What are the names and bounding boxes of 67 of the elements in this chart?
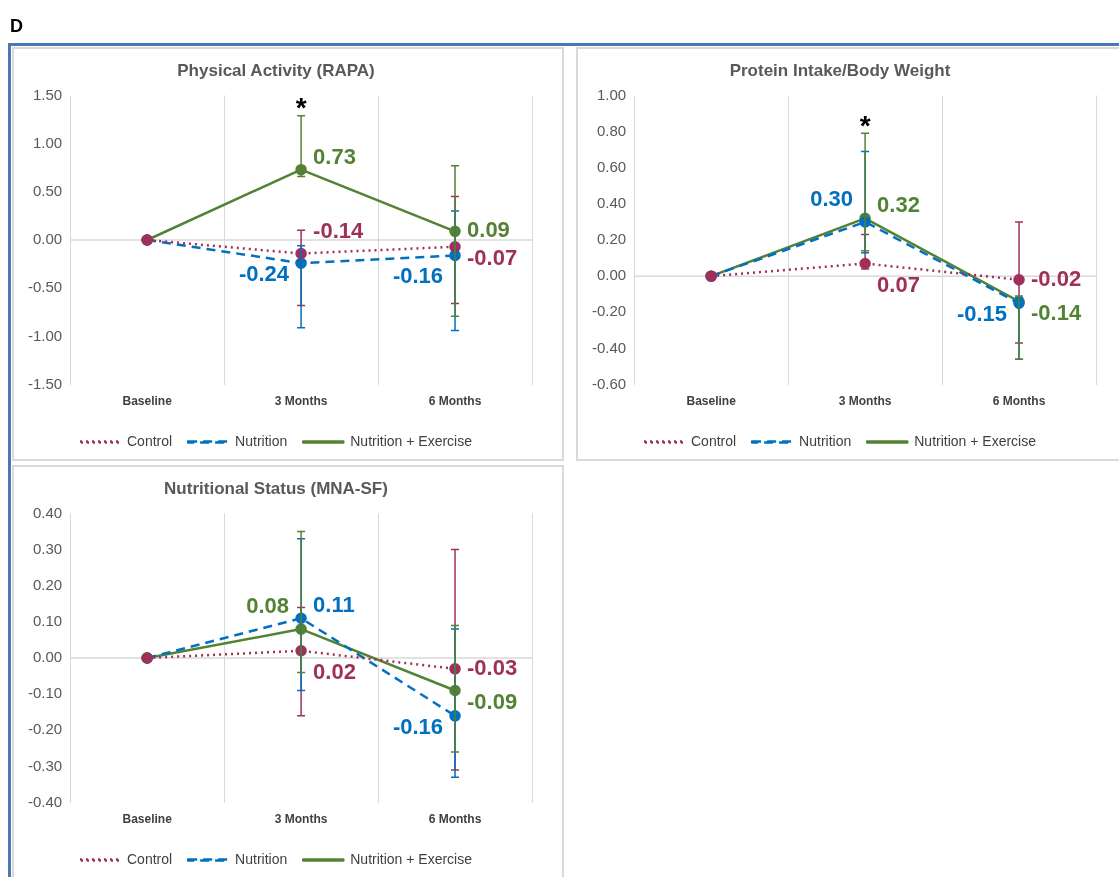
data-label: -0.09 bbox=[467, 688, 518, 714]
y-tick-label: -0.20 bbox=[27, 720, 63, 738]
y-tick-label: -0.10 bbox=[27, 684, 63, 702]
y-tick-label: -0.30 bbox=[27, 756, 63, 774]
data-label: -0.14 bbox=[1031, 299, 1082, 325]
x-tick-label: 3 Months bbox=[274, 812, 328, 827]
data-label: -0.02 bbox=[1031, 265, 1082, 291]
data-label: -0.24 bbox=[238, 261, 290, 287]
chart-title: Protein Intake/Body Weight bbox=[729, 60, 951, 80]
annotation: * bbox=[859, 110, 871, 142]
y-tick-label: -0.40 bbox=[27, 792, 63, 810]
y-tick-label: 0.30 bbox=[32, 539, 63, 557]
legend-label: Nutrition bbox=[799, 432, 852, 449]
x-tick-label: Baseline bbox=[122, 394, 173, 409]
data-label: 0.30 bbox=[810, 185, 854, 211]
text: D bbox=[10, 16, 23, 37]
legend-label: Nutrition bbox=[235, 850, 288, 867]
y-tick-label: 0.60 bbox=[596, 157, 627, 175]
annotation: * bbox=[295, 92, 307, 124]
y-tick-label: 0.20 bbox=[32, 575, 63, 593]
data-label: 0.08 bbox=[246, 593, 290, 619]
y-tick-label: 1.00 bbox=[596, 85, 627, 103]
legend-label: Nutrition bbox=[235, 432, 288, 449]
data-label: 0.07 bbox=[877, 271, 920, 297]
data-label: -0.16 bbox=[392, 713, 444, 739]
x-tick-label: 3 Months bbox=[274, 394, 328, 409]
y-tick-label: 0.40 bbox=[596, 193, 627, 211]
y-tick-label: 1.00 bbox=[32, 133, 63, 151]
y-tick-label: -1.00 bbox=[27, 326, 63, 344]
data-label: 0.11 bbox=[313, 592, 355, 618]
data-label: 0.73 bbox=[313, 143, 356, 169]
data-label: -0.03 bbox=[467, 654, 518, 680]
y-tick-label: 0.00 bbox=[32, 230, 63, 248]
x-tick-label: 3 Months bbox=[838, 394, 892, 409]
y-tick-label: 0.50 bbox=[32, 181, 63, 199]
y-tick-label: -0.40 bbox=[591, 338, 627, 356]
x-tick-label: 6 Months bbox=[428, 812, 482, 827]
y-tick-label: -0.60 bbox=[591, 374, 627, 392]
chart-title: Physical Activity (RAPA) bbox=[177, 60, 375, 80]
legend-label: Nutrition + Exercise bbox=[350, 432, 473, 449]
x-tick-label: Baseline bbox=[122, 812, 173, 827]
y-tick-label: 0.10 bbox=[32, 611, 63, 629]
y-tick-label: 0.20 bbox=[596, 230, 627, 248]
y-tick-label: 1.50 bbox=[32, 85, 63, 103]
legend-label: Control bbox=[690, 432, 737, 449]
y-tick-label: -0.50 bbox=[27, 278, 63, 296]
x-tick-label: 6 Months bbox=[428, 394, 482, 409]
data-label: -0.14 bbox=[313, 217, 364, 243]
y-tick-label: -1.50 bbox=[27, 374, 63, 392]
legend-label: Nutrition + Exercise bbox=[350, 850, 473, 867]
y-tick-label: 0.40 bbox=[32, 503, 63, 521]
legend-label: Control bbox=[126, 850, 173, 867]
legend-label: Control bbox=[126, 432, 173, 449]
data-label: -0.15 bbox=[956, 301, 1008, 327]
x-tick-label: 6 Months bbox=[992, 394, 1046, 409]
data-label: -0.07 bbox=[467, 244, 518, 270]
data-label: 0.02 bbox=[313, 658, 356, 684]
data-label: -0.16 bbox=[392, 263, 444, 289]
y-tick-label: 0.80 bbox=[596, 121, 627, 139]
x-tick-label: Baseline bbox=[686, 394, 737, 409]
y-tick-label: 0.00 bbox=[32, 648, 63, 666]
data-label: 0.09 bbox=[467, 217, 510, 243]
data-label: 0.32 bbox=[877, 192, 920, 218]
chart-title: Nutritional Status (MNA-SF) bbox=[164, 478, 388, 498]
legend-label: Nutrition + Exercise bbox=[914, 432, 1037, 449]
y-tick-label: 0.00 bbox=[596, 266, 627, 284]
y-tick-label: -0.20 bbox=[591, 302, 627, 320]
